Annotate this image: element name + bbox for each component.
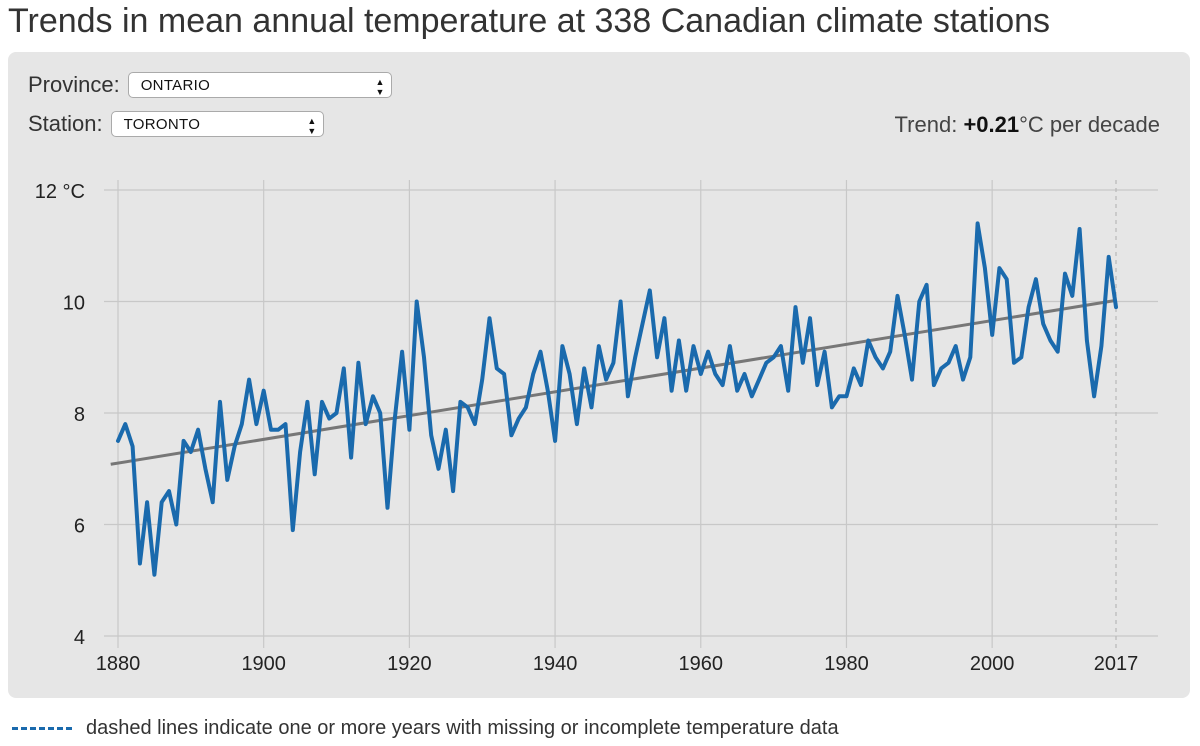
y-tick-label: 8 (74, 404, 85, 426)
footnote: dashed lines indicate one or more years … (12, 717, 839, 740)
trend-readout: Trend: +0.21°C per decade (895, 112, 1160, 138)
x-tick-label: 1920 (387, 653, 432, 675)
y-tick-label: 10 (63, 293, 85, 315)
page-title: Trends in mean annual temperature at 338… (8, 2, 1051, 40)
province-select[interactable]: ONTARIO ▲ ▼ (127, 72, 392, 98)
footnote-text: dashed lines indicate one or more years … (86, 717, 839, 739)
x-tick-label: 1880 (96, 653, 141, 675)
y-tick-label: 12 °C (35, 181, 85, 203)
x-tick-label: 2017 (1094, 653, 1139, 675)
temperature-series-line (116, 221, 1118, 577)
chart-panel: Province: ONTARIO ▲ ▼ Station: TORONTO ▲ ▼… (8, 52, 1190, 698)
x-tick-label: 1940 (533, 653, 578, 675)
trend-suffix: °C per decade (1019, 112, 1160, 137)
y-tick-label: 6 (74, 516, 85, 538)
y-tick-label: 4 (74, 627, 85, 649)
station-select-value: TORONTO (123, 116, 201, 133)
dashed-line-key-icon (12, 727, 72, 730)
trend-value: +0.21 (963, 112, 1020, 137)
station-label: Station: (28, 111, 103, 136)
x-tick-label: 1960 (679, 653, 724, 675)
trend-line (110, 298, 1117, 466)
x-tick-label: 1900 (241, 653, 286, 675)
station-select[interactable]: TORONTO ▲ ▼ (110, 111, 324, 137)
province-select-value: ONTARIO (140, 77, 211, 94)
province-control: Province: ONTARIO ▲ ▼ (28, 72, 392, 98)
temperature-chart: 4 6 8 10 12 °C 1880 1900 1920 1940 1960 1980 2000 20… (35, 180, 1158, 675)
select-arrows-icon: ▲ ▼ (307, 116, 317, 136)
trend-prefix: Trend: (894, 112, 964, 137)
province-label: Province: (28, 72, 120, 97)
x-tick-label: 1980 (824, 653, 869, 675)
x-tick-label: 2000 (970, 653, 1015, 675)
select-arrows-icon: ▲ ▼ (375, 77, 385, 97)
station-control: Station: TORONTO ▲ ▼ (28, 111, 324, 137)
